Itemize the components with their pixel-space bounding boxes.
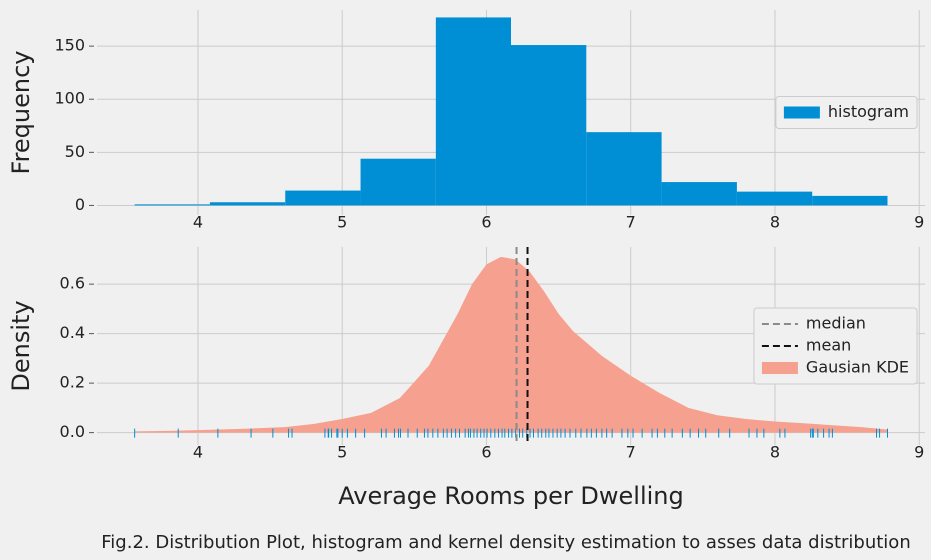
x-tick-label: 6 (481, 443, 491, 462)
x-tick-label: 9 (914, 213, 924, 232)
legend-swatch (761, 362, 798, 374)
x-axis-label: Average Rooms per Dwelling (338, 482, 683, 510)
legend-label: histogram (828, 102, 909, 121)
x-tick-label: 5 (337, 443, 347, 462)
x-tick-label: 8 (770, 443, 780, 462)
y-tick-label: 0.2 (60, 373, 85, 392)
y-tick-label: 0 (75, 195, 85, 214)
y-tick-label: 150 (54, 36, 85, 55)
x-tick-label: 8 (770, 213, 780, 232)
legend-label: mean (806, 336, 851, 355)
y-axis-label: Density (7, 300, 35, 391)
histogram-bar (511, 45, 587, 206)
histogram-bar (736, 191, 813, 206)
x-tick-label: 4 (193, 443, 203, 462)
legend: histogram (775, 96, 918, 129)
histogram-bar (285, 190, 361, 206)
legend-swatch (783, 106, 820, 119)
x-tick-label: 5 (337, 213, 347, 232)
legend-label: Gausian KDE (806, 358, 909, 377)
y-axis-label: Frequency (7, 51, 35, 175)
histogram-bar (812, 195, 888, 206)
histogram-bar (435, 17, 511, 206)
x-tick-label: 4 (193, 213, 203, 232)
x-tick-label: 9 (914, 443, 924, 462)
x-tick-label: 6 (481, 213, 491, 232)
y-tick-label: 0.0 (60, 422, 85, 441)
y-tick-label: 0.6 (60, 274, 85, 293)
histogram-bar (586, 132, 662, 206)
histogram-bar (134, 204, 210, 206)
y-tick-label: 50 (65, 142, 85, 161)
legend-box (775, 96, 918, 129)
legend: median mean Gausian KDE (753, 307, 918, 385)
histogram-bar (209, 202, 286, 206)
x-tick-label: 7 (626, 443, 636, 462)
kde-area (134, 256, 888, 433)
figure-caption: Fig.2. Distribution Plot, histogram and … (101, 532, 910, 553)
x-tick-label: 7 (626, 213, 636, 232)
histogram-bar (661, 182, 737, 206)
y-tick-label: 100 (54, 89, 85, 108)
y-tick-label: 0.4 (60, 323, 85, 342)
histogram-bar (360, 158, 436, 206)
legend-label: median (806, 314, 866, 333)
